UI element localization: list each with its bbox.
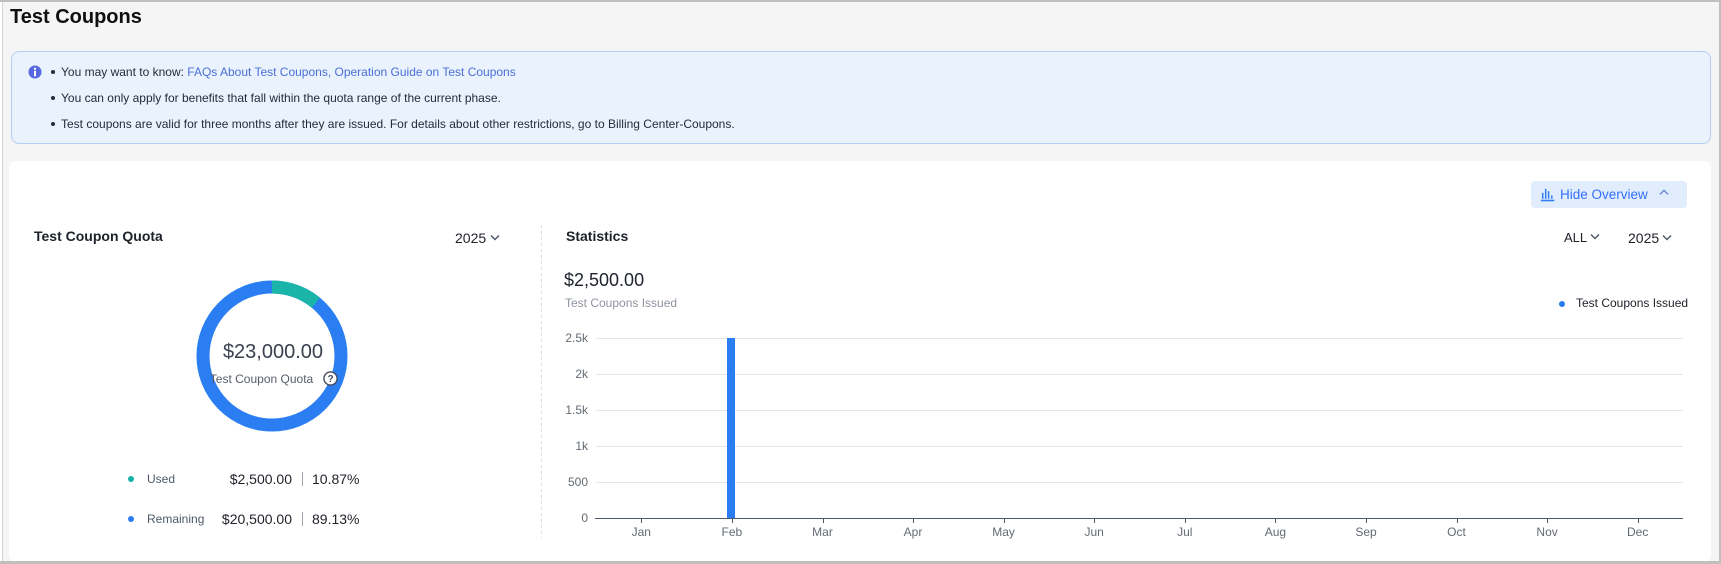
svg-text:?: ? — [328, 374, 334, 385]
